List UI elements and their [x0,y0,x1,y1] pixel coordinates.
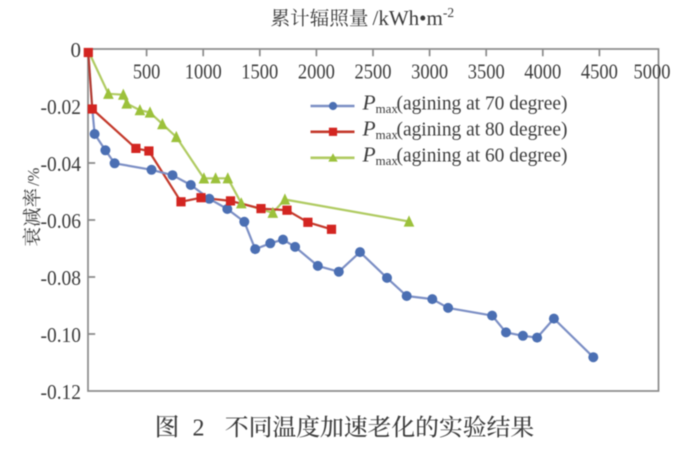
svg-text:0: 0 [71,38,82,62]
svg-text:-0.04: -0.04 [41,152,82,176]
svg-text:/kWh•m-2: /kWh•m-2 [373,5,455,30]
svg-text:-0.02: -0.02 [41,95,82,119]
svg-text:-0.12: -0.12 [41,380,82,404]
svg-text:2000: 2000 [298,60,335,84]
svg-text:max: max [376,127,399,142]
svg-text:-0.06: -0.06 [41,209,82,233]
svg-text:P: P [362,142,376,166]
svg-text:3500: 3500 [468,60,505,84]
svg-text:500: 500 [133,60,161,84]
svg-text:3000: 3000 [411,60,448,84]
svg-text:4500: 4500 [581,60,618,84]
svg-text:-0.08: -0.08 [41,266,82,290]
svg-text:/%: /% [24,167,43,186]
svg-text:(agining at 80 degree): (agining at 80 degree) [397,118,568,140]
svg-text:max: max [376,153,399,168]
svg-text:1500: 1500 [241,60,278,84]
svg-text:(agining at 60 degree): (agining at 60 degree) [397,144,568,166]
svg-text:-0.10: -0.10 [41,323,82,347]
svg-text:4000: 4000 [524,60,561,84]
svg-text:(agining at 70 degree): (agining at 70 degree) [397,93,568,115]
svg-text:2500: 2500 [355,60,392,84]
svg-text:5000: 5000 [634,60,671,84]
svg-text:2: 2 [193,416,205,442]
svg-text:P: P [362,116,376,140]
svg-text:max: max [376,101,399,116]
svg-text:1000: 1000 [185,60,222,84]
svg-text:P: P [362,91,376,115]
